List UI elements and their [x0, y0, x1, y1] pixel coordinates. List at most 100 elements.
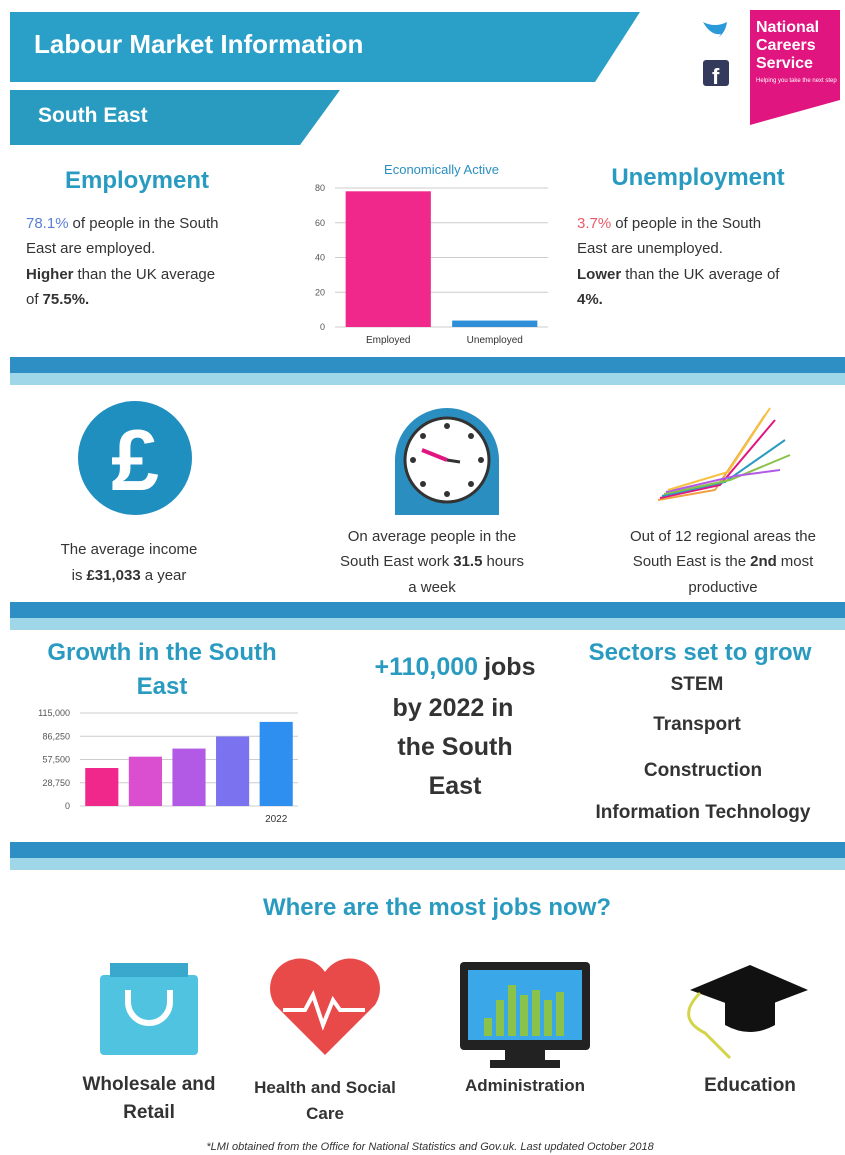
- employment-text: of 75.5%.: [26, 291, 89, 308]
- clock-marks: [410, 423, 484, 497]
- brand-line: National: [756, 19, 819, 36]
- unemployment-text: 3.7% of people in the South: [577, 215, 761, 232]
- unemployment-text: East are unemployed.: [577, 240, 723, 257]
- jobs-text: +110,000 jobs: [375, 653, 536, 681]
- brand-tagline: Helping you take the next step: [756, 78, 837, 84]
- growth-heading: Growth in the South: [47, 639, 276, 666]
- text: than the UK average: [78, 266, 216, 283]
- heart-icon: [270, 958, 380, 1055]
- jobs-text: East: [429, 772, 482, 800]
- bag-handle: [125, 990, 173, 1026]
- employment-text: Higher than the UK average: [26, 266, 215, 283]
- y-tick-label: 20: [315, 287, 325, 297]
- growth-arrows-icon: [657, 407, 791, 501]
- jobs-text: by 2022 in: [393, 694, 514, 722]
- x-tick-label: 2022: [265, 814, 288, 825]
- grad-cap-base: [725, 1000, 775, 1032]
- y-tick-label: 57,500: [42, 755, 70, 765]
- growth-chart: 0 28,750 57,500 86,250 115,000 2022: [38, 708, 298, 825]
- stripe: [10, 357, 845, 373]
- text: of people in the South: [615, 215, 761, 232]
- region: South East: [38, 104, 148, 127]
- text: than the UK average of: [625, 266, 780, 283]
- productivity-text: Out of 12 regional areas the: [630, 528, 816, 545]
- hours-figure: 31.5: [453, 553, 482, 570]
- hours-text: a week: [408, 579, 456, 596]
- monitor-stand: [505, 1050, 545, 1060]
- income-text: is £31,033 a year: [72, 567, 187, 584]
- sector-label: Administration: [465, 1076, 585, 1095]
- pound-icon: [78, 401, 192, 515]
- sector-label: Retail: [123, 1102, 175, 1123]
- bar: [128, 756, 162, 806]
- footer-note: *LMI obtained from the Office for Nation…: [206, 1141, 654, 1153]
- text: hours: [486, 553, 524, 570]
- sector-label: Education: [704, 1075, 796, 1096]
- productivity-text: South East is the 2nd most: [633, 553, 814, 570]
- y-tick-label: 0: [320, 322, 325, 332]
- sector: Transport: [653, 714, 741, 735]
- bag-top: [110, 963, 188, 977]
- text: South East work: [340, 553, 450, 570]
- clock-hand: [446, 458, 461, 464]
- bar: [172, 748, 206, 806]
- heartbeat: [283, 989, 365, 1031]
- employment-text: East are employed.: [26, 240, 155, 257]
- text: most: [781, 553, 814, 570]
- grad-cap-icon: [690, 965, 808, 1012]
- stripe: [10, 602, 845, 618]
- region-banner: [10, 90, 340, 145]
- income-text: The average income: [61, 541, 198, 558]
- jobs-figure: +110,000: [375, 653, 479, 681]
- hours-text: On average people in the: [348, 528, 516, 545]
- productivity-figure: 2nd: [750, 553, 777, 570]
- income-figure: £31,033: [86, 567, 140, 584]
- average: 75.5%.: [43, 291, 90, 308]
- employment-text: 78.1% of people in the South: [26, 215, 219, 232]
- productivity-text: productive: [688, 579, 757, 596]
- y-tick-label: 86,250: [42, 731, 70, 741]
- facebook-icon: [703, 60, 729, 86]
- pound-symbol: £: [111, 413, 159, 509]
- where-heading: Where are the most jobs now?: [263, 894, 611, 921]
- economically-active-chart: Economically Active 0 20 40 60 80 Employed Unem…: [315, 162, 548, 346]
- sector-label: Wholesale and: [82, 1074, 215, 1095]
- sector-label: Care: [306, 1104, 344, 1123]
- y-tick-label: 40: [315, 253, 325, 263]
- x-tick-label: Employed: [366, 335, 410, 346]
- monitor-bars: [484, 985, 564, 1036]
- y-tick-label: 0: [65, 801, 70, 811]
- brand-line: Careers: [756, 37, 816, 54]
- y-tick-label: 60: [315, 218, 325, 228]
- brand-line: Service: [756, 55, 813, 72]
- y-tick-label: 115,000: [38, 708, 70, 718]
- sector: Construction: [644, 760, 762, 781]
- unemployment-average: 4%.: [577, 291, 603, 308]
- stripe: [10, 373, 845, 385]
- title-banner: [10, 12, 640, 82]
- chart-title: Economically Active: [384, 162, 499, 177]
- text: is: [72, 567, 83, 584]
- stripe: [10, 842, 845, 858]
- text: of: [26, 291, 39, 308]
- sectors-heading: Sectors set to grow: [589, 639, 812, 666]
- text: of people in the South: [73, 215, 219, 232]
- clock-hand: [421, 448, 448, 462]
- stripe: [10, 858, 845, 870]
- bag-icon: [100, 975, 198, 1055]
- bar: [259, 721, 293, 806]
- sector: STEM: [671, 674, 724, 695]
- stripe: [10, 618, 845, 630]
- facebook-f: f: [712, 64, 720, 89]
- unemployment-figure: 3.7%: [577, 215, 611, 232]
- bar: [345, 191, 431, 327]
- hours-text: South East work 31.5 hours: [340, 553, 524, 570]
- unemployment-heading: Unemployment: [611, 164, 784, 191]
- brand-badge: [750, 10, 840, 125]
- jobs-text: the South: [397, 733, 512, 761]
- sector-label: Health and Social: [254, 1078, 396, 1097]
- employment-figure: 78.1%: [26, 215, 69, 232]
- growth-heading: East: [137, 673, 188, 700]
- text: jobs: [483, 653, 535, 681]
